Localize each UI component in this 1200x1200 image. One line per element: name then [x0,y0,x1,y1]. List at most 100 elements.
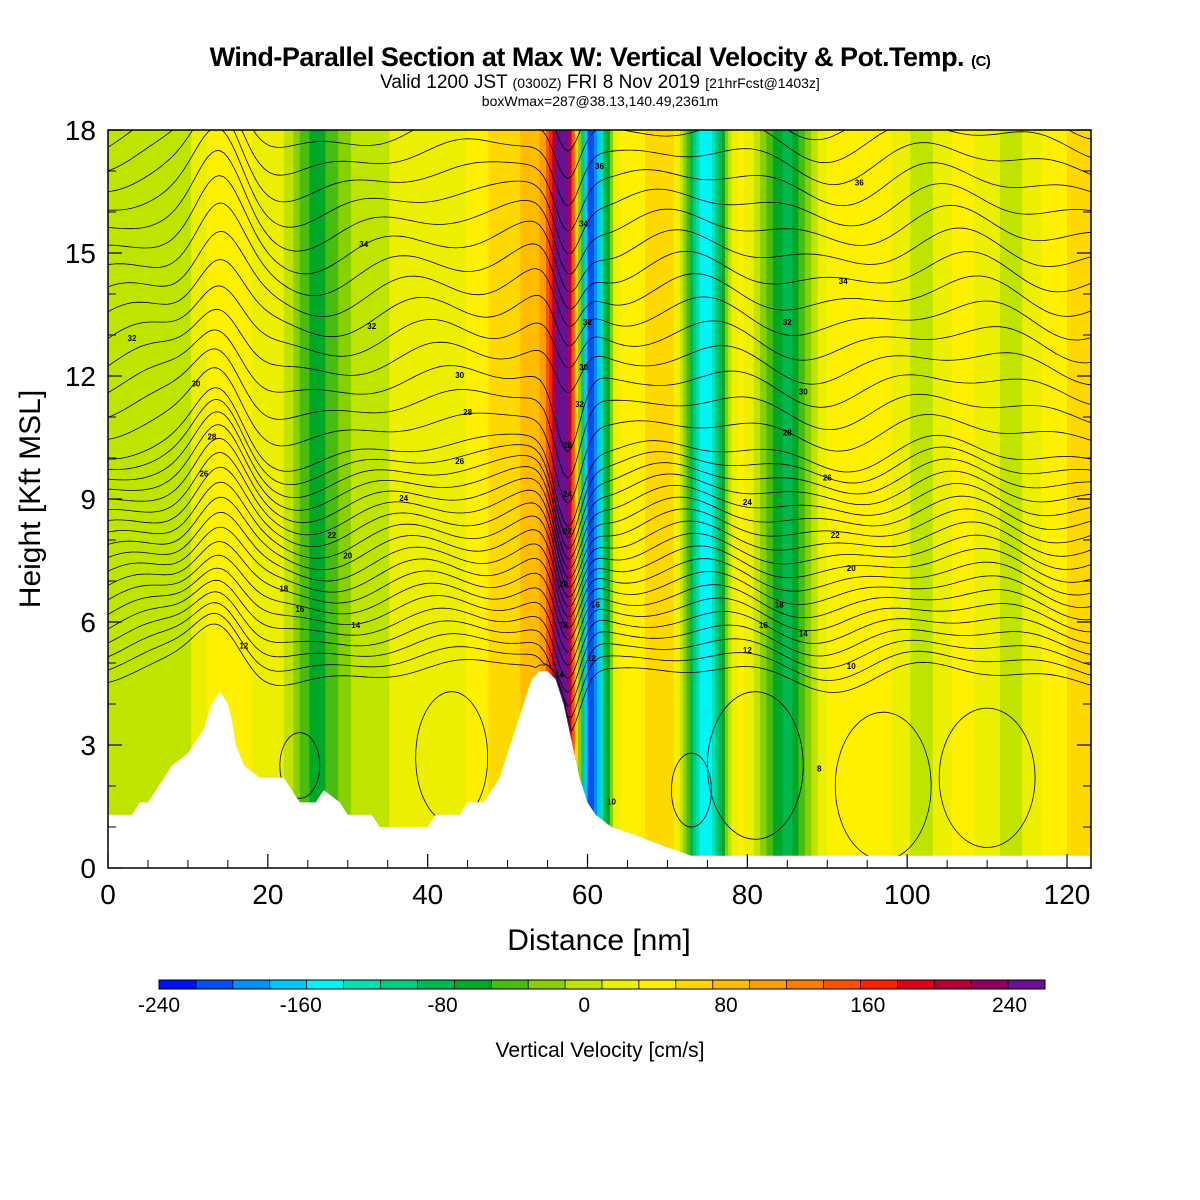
velocity-cell [1035,130,1039,868]
chart-title-text: Wind-Parallel Section at Max W: Vertical… [209,42,965,72]
velocity-cell [824,130,828,868]
velocity-cell [763,130,768,868]
theta-contour-label: 24 [563,490,572,499]
velocity-cell [440,130,445,868]
velocity-cell [820,130,825,868]
velocity-cell [159,130,163,868]
velocity-cell [958,130,963,868]
theta-contour-line [108,612,1091,718]
velocity-cell [721,130,726,868]
velocity-cell [699,130,704,868]
velocity-cell [776,130,780,868]
velocity-cell [651,130,656,868]
velocity-cell [338,130,342,868]
chart-subtitle: Valid 1200 JST (0300Z) FRI 8 Nov 2019 [2… [0,72,1200,94]
velocity-cell [945,130,950,868]
velocity-cell [398,130,403,868]
velocity-cell [1044,130,1049,868]
velocity-cell [274,130,279,868]
theta-contour-label: 30 [191,379,200,388]
velocity-cell [999,130,1004,868]
velocity-cell [392,130,397,868]
colorbar-swatch [860,980,898,989]
velocity-cell [772,130,777,868]
velocity-cell [517,130,521,868]
velocity-cell [846,130,851,868]
x-tick-label: 60 [572,879,603,910]
velocity-cell [309,130,314,868]
velocity-cell [334,130,339,868]
velocity-cell [373,130,378,868]
velocity-cell [303,130,307,868]
velocity-cell [728,130,732,868]
velocity-cell [590,130,595,868]
velocity-cell [983,130,988,868]
theta-contour-label: 22 [831,531,840,540]
terrain-profile [108,671,1091,868]
colorbar-swatch [269,980,308,989]
velocity-cell [888,130,892,868]
colorbar-swatch [528,980,566,989]
velocity-cell [347,130,352,868]
velocity-cell [814,130,819,868]
velocity-cell [229,130,234,868]
velocity-cell [558,130,563,868]
velocity-cell [296,130,301,868]
velocity-cell [210,130,215,868]
y-tick-label: 9 [80,484,96,515]
y-tick-label: 15 [65,238,96,269]
velocity-cell [427,130,432,868]
velocity-cell [322,130,326,868]
colorbar-swatch [195,980,234,989]
x-tick-label: 40 [412,879,443,910]
velocity-cell [181,130,186,868]
theta-contour-label: 30 [455,371,464,380]
theta-contour-label: 28 [563,441,572,450]
velocity-cell [1022,130,1027,868]
velocity-cell [194,130,199,868]
theta-contour-line [108,554,1091,653]
velocity-cell [1047,130,1052,868]
theta-contour-label: 22 [563,527,572,536]
theta-contour-line [108,496,1091,608]
velocity-cell [756,130,761,868]
y-tick-label: 12 [65,361,96,392]
velocity-cell [418,130,422,868]
theta-contour-label: 36 [595,162,604,171]
velocity-cell [1051,130,1055,868]
colorbar-tick-label: 0 [578,994,590,1017]
velocity-cell [277,130,282,868]
theta-contour-label: 20 [343,552,352,561]
velocity-cell [1015,130,1020,868]
colorbar-swatch [934,980,972,989]
theta-contour-label: 34 [579,219,588,228]
velocity-cell [494,130,499,868]
velocity-cell [967,130,972,868]
velocity-cell [817,130,822,868]
velocity-cell [130,130,135,868]
velocity-cell [987,130,991,868]
velocity-cell [1067,130,1071,868]
colorbar-swatch [675,980,714,989]
theta-contour-line [108,367,1091,504]
velocity-cell [891,130,895,868]
velocity-cell [267,130,272,868]
velocity-cell [744,130,748,868]
x-tick-label: 100 [884,879,931,910]
velocity-cell [258,130,263,868]
y-tick-label: 3 [80,730,96,761]
velocity-cell [734,130,739,868]
velocity-cell [510,130,515,868]
velocity-cell [875,130,880,868]
theta-contour-label: 34 [359,240,368,249]
velocity-cell [242,130,247,868]
velocity-cell [248,130,253,868]
theta-contour-label: 20 [847,564,856,573]
colorbar-swatch [417,980,455,989]
theta-contour-line [108,202,1091,310]
theta-contour-label: 16 [759,621,768,630]
theta-contour-line [108,259,1091,346]
velocity-cell [622,130,627,868]
velocity-cell [226,130,231,868]
